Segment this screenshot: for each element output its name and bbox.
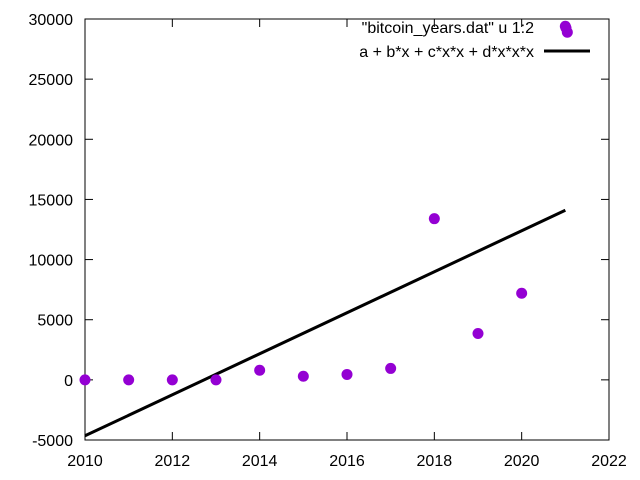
data-point bbox=[166, 374, 178, 386]
data-point bbox=[210, 374, 222, 386]
data-point bbox=[297, 370, 309, 382]
data-point bbox=[79, 374, 91, 386]
x-tick-label: 2010 bbox=[67, 453, 103, 470]
y-tick-label: 25000 bbox=[29, 72, 74, 89]
y-tick-label: 20000 bbox=[29, 132, 74, 149]
y-tick-label: -5000 bbox=[32, 433, 73, 450]
x-tick-label: 2020 bbox=[504, 453, 540, 470]
y-tick-label: 15000 bbox=[29, 192, 74, 209]
x-axis: 2010 2012 2014 2016 2018 2020 2022 bbox=[67, 19, 627, 470]
data-point bbox=[385, 362, 397, 374]
x-tick-label: 2018 bbox=[417, 453, 453, 470]
data-point bbox=[254, 364, 266, 376]
y-tick-label: 10000 bbox=[29, 253, 74, 270]
y-tick-label: 30000 bbox=[29, 12, 74, 29]
legend-label-data: "bitcoin_years.dat" u 1:2 bbox=[362, 20, 534, 37]
x-tick-label: 2016 bbox=[329, 453, 365, 470]
legend-marker-data bbox=[560, 22, 572, 34]
legend: "bitcoin_years.dat" u 1:2 a + b*x + c*x*… bbox=[359, 20, 590, 61]
data-point bbox=[428, 213, 440, 225]
x-tick-label: 2014 bbox=[242, 453, 278, 470]
y-axis: -5000 0 5000 10000 15000 20000 25000 30000 bbox=[29, 12, 609, 450]
data-point bbox=[472, 328, 484, 340]
fit-line bbox=[84, 208, 566, 438]
y-tick-label: 0 bbox=[64, 373, 73, 390]
x-tick-label: 2022 bbox=[591, 453, 627, 470]
legend-label-fit: a + b*x + c*x*x + d*x*x*x bbox=[359, 44, 534, 61]
series-layer bbox=[79, 20, 573, 438]
data-point bbox=[516, 287, 528, 299]
x-tick-label: 2012 bbox=[155, 453, 191, 470]
data-point bbox=[341, 368, 353, 380]
data-point bbox=[123, 374, 135, 386]
y-tick-label: 5000 bbox=[37, 313, 73, 330]
